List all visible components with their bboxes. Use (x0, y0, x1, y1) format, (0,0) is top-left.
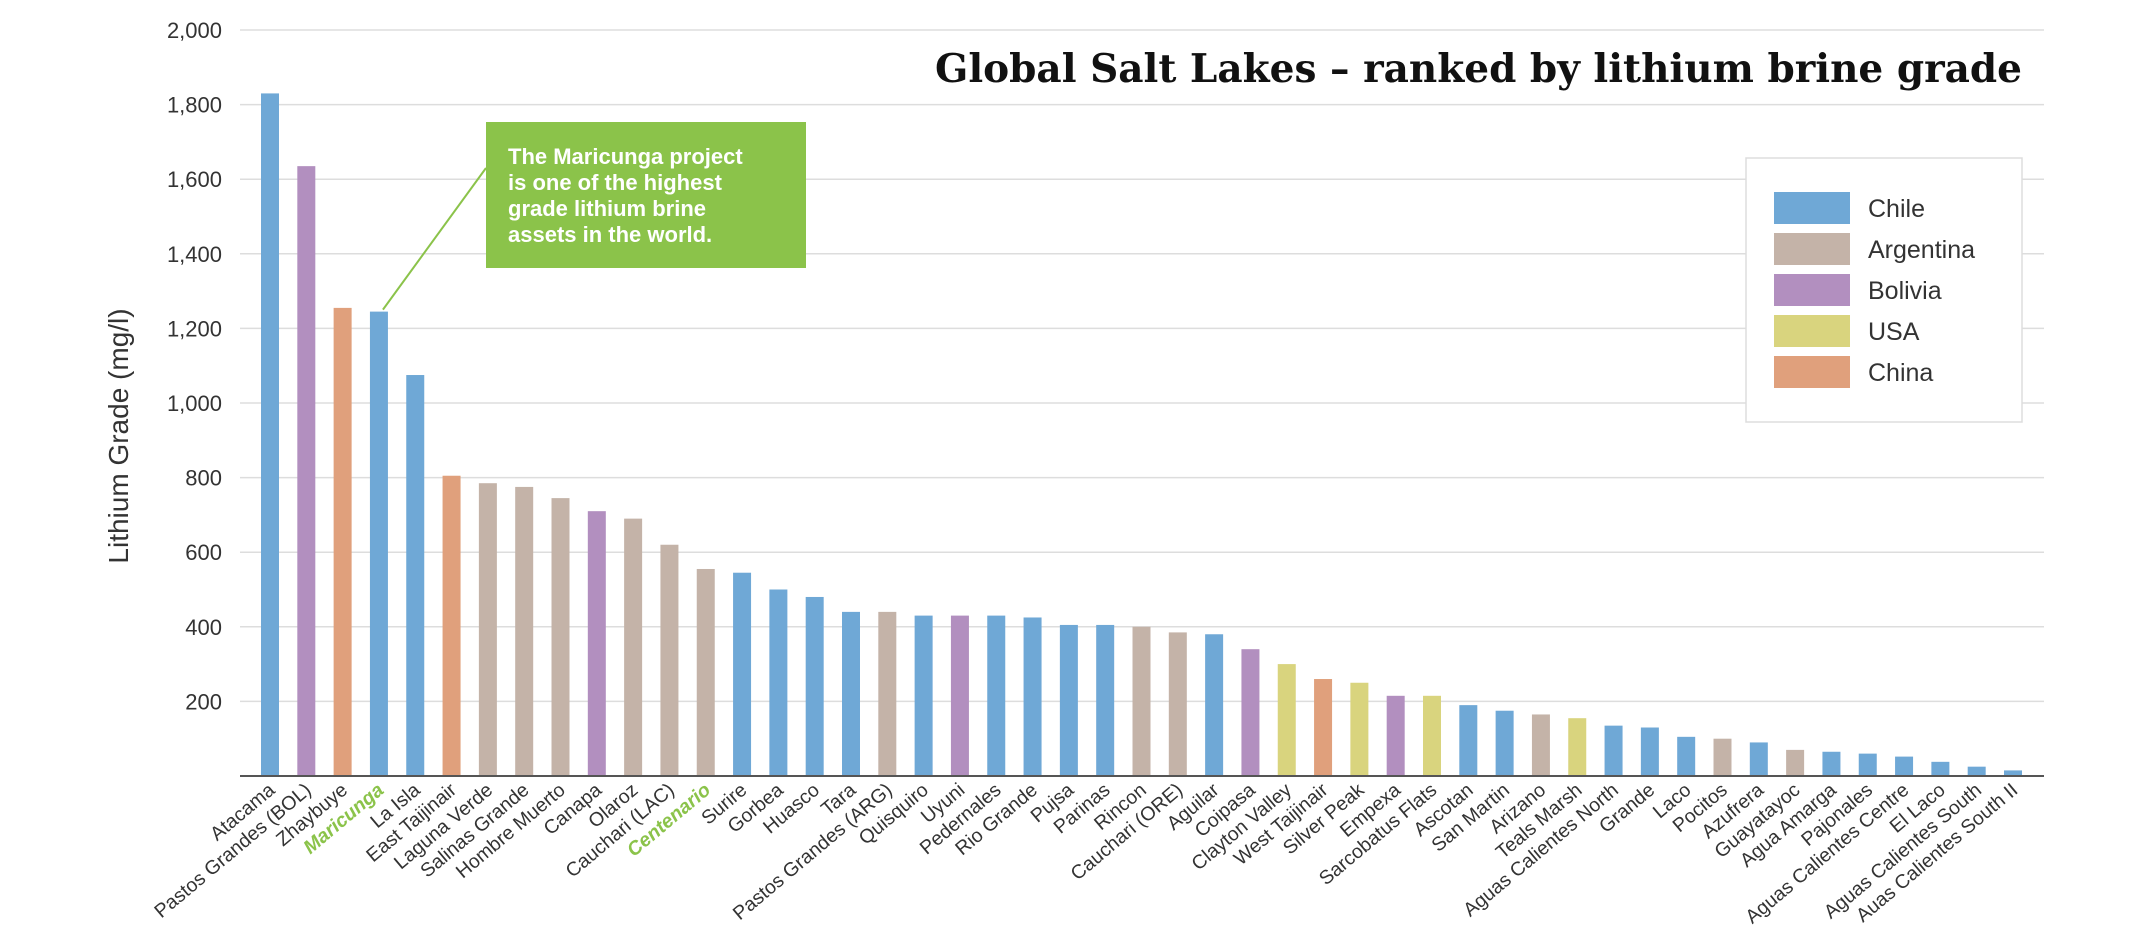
bar (1314, 679, 1333, 776)
legend-label: USA (1868, 318, 1920, 346)
legend-swatch (1774, 192, 1850, 224)
bars (261, 93, 2022, 776)
bar (1241, 649, 1260, 776)
bar (1568, 718, 1587, 776)
bar (1677, 736, 1696, 776)
bar (842, 611, 860, 776)
bar (1713, 738, 1732, 776)
bar (1495, 710, 1514, 776)
y-axis-ticks: 200 400 600 800 1,000 1,200 1,400 1,600 1,800 2,0… (167, 18, 222, 714)
bar (769, 589, 788, 776)
bar (1423, 695, 1441, 776)
bar (1059, 624, 1078, 776)
bar (406, 375, 425, 776)
bar (261, 93, 279, 776)
bar (1640, 727, 1659, 776)
bar (515, 486, 534, 776)
legend-label: Bolivia (1868, 277, 1942, 305)
bar (333, 307, 352, 776)
bar (2004, 770, 2022, 776)
bar (1895, 756, 1914, 776)
y-tick-label: 2,000 (167, 18, 222, 43)
bar (805, 596, 824, 776)
y-tick-label: 1,200 (167, 316, 222, 341)
bar (442, 475, 461, 776)
bar (1858, 753, 1877, 776)
callout-text-line: is one of the highest (508, 170, 723, 195)
legend-label: Chile (1868, 195, 1925, 223)
callout-text-line: grade lithium brine (508, 196, 706, 221)
bar (878, 611, 897, 776)
y-tick-label: 600 (185, 540, 222, 565)
bar (733, 572, 752, 776)
y-tick-label: 1,600 (167, 167, 222, 192)
bar (297, 166, 316, 776)
bar (696, 568, 715, 776)
y-tick-label: 400 (185, 615, 222, 640)
bar (950, 615, 969, 776)
bar (1096, 624, 1115, 776)
callout-box (486, 122, 806, 268)
bar (1277, 664, 1296, 776)
bar (1931, 761, 1950, 776)
bar (660, 544, 679, 776)
legend-label: Argentina (1868, 236, 1975, 264)
bar (1531, 714, 1550, 776)
bar (1168, 632, 1187, 776)
bar (1604, 725, 1623, 776)
bar (369, 311, 388, 776)
bar (587, 511, 606, 776)
bar (1822, 751, 1841, 776)
y-tick-label: 800 (185, 466, 222, 491)
bar (1459, 705, 1478, 776)
legend-swatch (1774, 315, 1850, 347)
bar (1786, 749, 1805, 776)
legend-label: China (1868, 359, 1933, 387)
y-tick-label: 1,400 (167, 242, 222, 267)
x-category-label: Pastos Grandes (BOL) (150, 779, 315, 923)
chart-title: Global Salt Lakes – ranked by lithium br… (935, 46, 2022, 92)
bar (1386, 695, 1405, 776)
callout-text-line: The Maricunga project (508, 144, 743, 169)
bar (551, 498, 570, 776)
callout-text-line: assets in the world. (508, 222, 712, 247)
callout-leader-line (382, 167, 487, 311)
y-axis-title: Lithium Grade (mg/l) (103, 308, 134, 563)
legend: Chile Argentina Bolivia USA China (1745, 157, 2023, 423)
bar (1205, 634, 1224, 776)
bar (987, 615, 1006, 776)
bar (1749, 742, 1768, 776)
bar (1350, 682, 1369, 776)
bar (624, 518, 643, 776)
y-tick-label: 200 (185, 689, 222, 714)
bar (1967, 766, 1986, 776)
bar (914, 615, 933, 776)
bar (478, 483, 497, 776)
legend-swatch (1774, 274, 1850, 306)
y-tick-label: 1,000 (167, 391, 222, 416)
legend-swatch (1774, 233, 1850, 265)
y-tick-label: 1,800 (167, 93, 222, 118)
legend-swatch (1774, 356, 1850, 388)
bar (1023, 617, 1042, 776)
bar (1132, 626, 1151, 776)
